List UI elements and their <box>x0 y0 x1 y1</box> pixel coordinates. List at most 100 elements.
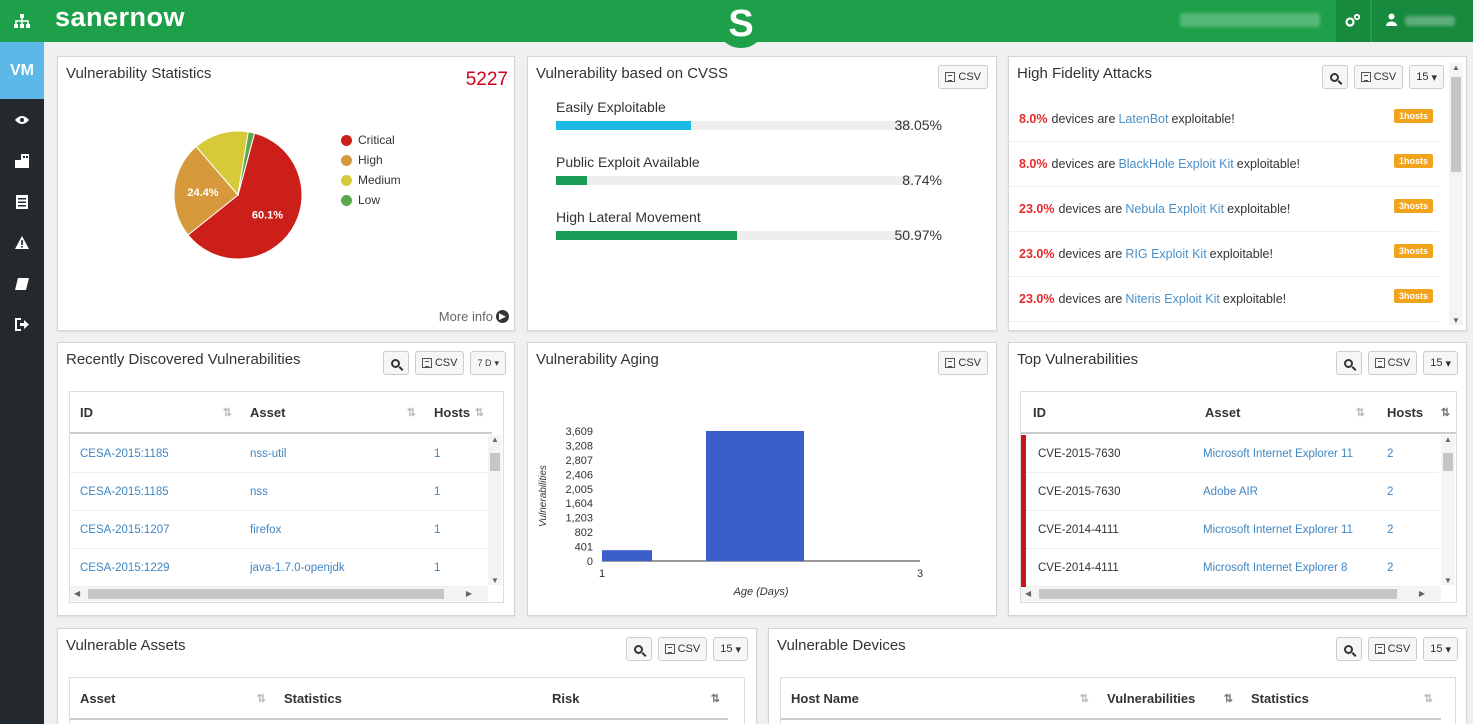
search-button[interactable] <box>625 637 652 661</box>
csv-button[interactable]: CSV <box>1353 65 1404 89</box>
severity-indicator <box>1021 511 1026 549</box>
pie-slice-critical[interactable] <box>187 132 303 260</box>
column-header-vulnerabilities[interactable]: Vulnerabilities ⇅ <box>1097 678 1241 720</box>
list-icon <box>16 194 28 209</box>
column-header-asset[interactable]: Asset ⇅ <box>240 392 424 434</box>
sidebar-item-building[interactable] <box>0 140 44 181</box>
asset-link[interactable]: Microsoft Internet Explorer 8 <box>1203 562 1348 574</box>
csv-button[interactable]: CSV <box>938 65 988 89</box>
vertical-scrollbar[interactable]: ▲ ▼ <box>1441 435 1455 585</box>
csv-button[interactable]: CSV <box>1367 637 1418 661</box>
column-header-hosts[interactable]: Hosts ⇅ <box>424 392 492 434</box>
sidebar: VM <box>0 42 44 724</box>
page-size-select[interactable]: 15 ▾ <box>1423 637 1458 661</box>
sitemap-icon[interactable] <box>0 0 44 42</box>
pie-slice-low[interactable] <box>237 131 256 196</box>
vertical-scrollbar[interactable]: ▲ ▼ <box>1449 63 1463 325</box>
brand-name: sanernow <box>55 2 186 32</box>
hosts-link[interactable]: 1 <box>434 486 441 498</box>
csv-button[interactable]: CSV <box>938 351 988 375</box>
sidebar-item-book[interactable] <box>0 263 44 304</box>
vuln-id-link[interactable]: CESA-2015:1185 <box>80 448 169 460</box>
column-header-asset[interactable]: Asset ⇅ <box>70 678 274 720</box>
cvss-label: High Lateral Movement <box>556 209 701 225</box>
hosts-link[interactable]: 2 <box>1387 562 1394 574</box>
panel-title: High Fidelity Attacks <box>1017 65 1153 82</box>
column-header-host-name[interactable]: Host Name ⇅ <box>781 678 1097 720</box>
vuln-id-link[interactable]: CESA-2015:1229 <box>80 562 170 574</box>
sidebar-item-eye[interactable] <box>0 99 44 140</box>
hosts-badge[interactable]: 1hosts <box>1393 154 1433 168</box>
search-button[interactable] <box>382 351 409 375</box>
cvss-row: High Lateral Movement 50.97% <box>556 209 969 243</box>
column-header-statistics[interactable]: Statistics ⇅ <box>1241 678 1441 720</box>
exploit-link[interactable]: Niteris Exploit Kit <box>1125 292 1220 306</box>
hosts-badge[interactable]: 1hosts <box>1393 109 1433 123</box>
hosts-link[interactable]: 2 <box>1387 448 1394 460</box>
column-header-hosts[interactable]: Hosts ⇅ <box>1373 392 1456 434</box>
caret-down-icon: ▾ <box>494 357 499 368</box>
asset-link[interactable]: Microsoft Internet Explorer 11 <box>1203 448 1353 460</box>
sidebar-item-vm[interactable]: VM <box>0 42 44 99</box>
sidebar-item-signout[interactable] <box>0 304 44 345</box>
eye-icon <box>15 115 29 124</box>
hosts-badge[interactable]: 3hosts <box>1393 244 1433 258</box>
page-size-select[interactable]: 15 ▾ <box>713 637 748 661</box>
exploit-link[interactable]: LatenBot <box>1118 112 1169 126</box>
hosts-link[interactable]: 2 <box>1387 486 1394 498</box>
user-menu-button[interactable] <box>1372 0 1473 42</box>
period-select[interactable]: 7 D ▾ <box>470 351 506 375</box>
csv-button[interactable]: CSV <box>414 351 465 375</box>
list-item: 23.0% devices are Nebula Exploit Kit exploi… <box>1009 187 1439 232</box>
vuln-id-link[interactable]: CESA-2015:1207 <box>80 524 170 536</box>
sort-desc-icon: ⇅ <box>1223 692 1233 705</box>
hosts-link[interactable]: 1 <box>434 562 441 574</box>
severity-indicator <box>1021 435 1026 473</box>
search-button[interactable] <box>1321 65 1348 89</box>
pie-slice-medium[interactable] <box>195 130 249 197</box>
hosts-link[interactable]: 1 <box>434 448 441 460</box>
sort-icon: ⇅ <box>474 406 484 419</box>
exploit-link[interactable]: BlackHole Exploit Kit <box>1118 157 1234 171</box>
cvss-percent: 8.74% <box>902 172 942 188</box>
horizontal-scrollbar[interactable]: ◀ ▶ <box>70 587 488 601</box>
list-item: 23.0% devices are RIG Exploit Kit exploitab… <box>1009 232 1439 277</box>
pie-slice-high[interactable] <box>173 145 239 236</box>
more-info-link[interactable]: More info ▶ <box>439 309 509 324</box>
hosts-badge[interactable]: 3hosts <box>1393 199 1433 213</box>
vuln-id: CVE-2015-7630 <box>1038 448 1121 460</box>
vuln-id-link[interactable]: CESA-2015:1185 <box>80 486 169 498</box>
datetime-text <box>1180 13 1320 27</box>
horizontal-scrollbar[interactable]: ◀ ▶ <box>1021 587 1441 601</box>
asset-link[interactable]: Adobe AIR <box>1203 486 1258 498</box>
sidebar-item-warning[interactable] <box>0 222 44 263</box>
asset-link[interactable]: Microsoft Internet Explorer 11 <box>1203 524 1353 536</box>
hosts-badge[interactable]: 3hosts <box>1393 289 1433 303</box>
column-header-asset[interactable]: Asset ⇅ <box>1193 392 1373 434</box>
column-header-id[interactable]: ID <box>1021 392 1193 434</box>
column-header-risk[interactable]: Risk ⇅ <box>542 678 728 720</box>
sidebar-item-list[interactable] <box>0 181 44 222</box>
asset-link[interactable]: firefox <box>250 524 282 536</box>
aging-bar-chart: 0 401 802 1,203 1,604 2,005 2,406 2,807 3,208 3,6… <box>538 426 923 598</box>
column-header-id[interactable]: ID ⇅ <box>70 392 240 434</box>
csv-button[interactable]: CSV <box>1367 351 1418 375</box>
table-row: CESA-2015:1185 nss-util 1 <box>70 435 488 473</box>
page-size-select[interactable]: 15 ▾ <box>1409 65 1444 89</box>
csv-button[interactable]: CSV <box>657 637 708 661</box>
exploit-link[interactable]: Nebula Exploit Kit <box>1125 202 1225 216</box>
exploit-link[interactable]: RIG Exploit Kit <box>1125 247 1207 261</box>
hosts-link[interactable]: 2 <box>1387 524 1394 536</box>
asset-link[interactable]: nss-util <box>250 448 287 460</box>
settings-button[interactable] <box>1336 0 1370 42</box>
vertical-scrollbar[interactable]: ▲ ▼ <box>488 435 502 585</box>
search-button[interactable] <box>1335 351 1362 375</box>
panel-title: Vulnerable Devices <box>777 637 906 654</box>
cvss-row: Public Exploit Available 8.74% <box>556 154 969 188</box>
column-header-statistics[interactable]: Statistics <box>274 678 542 720</box>
search-button[interactable] <box>1335 637 1362 661</box>
asset-link[interactable]: java-1.7.0-openjdk <box>250 562 345 574</box>
page-size-select[interactable]: 15 ▾ <box>1423 351 1458 375</box>
asset-link[interactable]: nss <box>250 486 268 498</box>
hosts-link[interactable]: 1 <box>434 524 441 536</box>
